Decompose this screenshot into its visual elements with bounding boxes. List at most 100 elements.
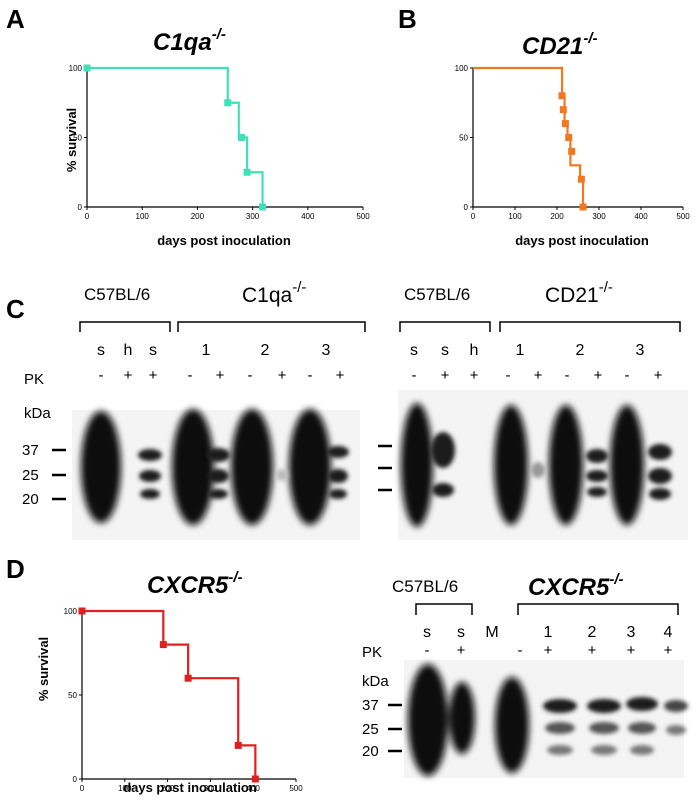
chart-d-xtick-label: 400: [247, 784, 261, 793]
chart-b-xtick-label: 0: [471, 212, 476, 221]
blot-c-right-lane-label: h: [470, 342, 479, 359]
blot-c-left-group2: C1qa-/-: [242, 279, 306, 307]
blot-d-pk-label: PK: [362, 644, 382, 661]
chart-a-ytick-label: 50: [73, 134, 82, 143]
panel-label-d: D: [6, 554, 25, 584]
chart-a-xtick-label: 100: [136, 212, 150, 221]
chart-a-title: C1qa-/-: [153, 26, 226, 56]
chart-a-xlabel: days post inoculation: [157, 233, 291, 248]
blot-c-right-pk-sign: -: [625, 367, 630, 384]
chart-d-ytick-label: 0: [73, 775, 78, 784]
blot-c-right-lane-labels: s s h 1 2 3: [410, 342, 645, 359]
blot-c-left-pk-sign: +: [278, 367, 287, 384]
bracket-c-left-wt: [79, 321, 171, 332]
blot-c-left-group1: C57BL/6: [84, 285, 150, 304]
chart-a-ytick-label: 0: [78, 203, 83, 212]
blot-c-right-pk-sign: -: [506, 367, 511, 384]
chart-b-ytick-label: 50: [459, 134, 468, 143]
chart-a-xtick-label: 0: [85, 212, 90, 221]
blot-c-right-pk-sign: +: [594, 367, 603, 384]
chart-d-data-point: [184, 674, 192, 682]
survival-chart-c1qa: 0 100 200 300 400 500 0 50 100: [69, 64, 371, 221]
blot-c-right-pk-sign: +: [441, 367, 450, 384]
chart-d-ylabel: % survival: [36, 637, 51, 701]
blot-c-right-image: [398, 390, 688, 540]
chart-b-data-point: [559, 106, 567, 114]
blot-c-left-lane-label: s: [149, 342, 157, 359]
blot-c-left-lane-label: 1: [202, 342, 211, 359]
chart-a-xtick-label: 300: [246, 212, 260, 221]
chart-b-xtick-label: 200: [550, 212, 564, 221]
blot-c-marker-37: 37: [22, 442, 39, 459]
chart-d-ytick-label: 100: [64, 607, 78, 616]
blot-c-right-lane-label: 3: [636, 342, 645, 359]
chart-d-ytick-label: 50: [68, 691, 77, 700]
chart-b-xtick-label: 100: [508, 212, 522, 221]
bracket-c-left-ko: [177, 321, 366, 332]
chart-b-ytick-label: 100: [455, 64, 469, 73]
chart-a-data-point: [259, 203, 267, 211]
blot-c-left-lane-label: h: [124, 342, 133, 359]
blot-c-left-pk-row: - + + - + - + - +: [99, 367, 345, 384]
panel-label-a: A: [6, 4, 25, 34]
survival-chart-cd21: 0 100 200 300 400 500 0 50 100: [455, 64, 691, 221]
chart-b-xtick-label: 400: [634, 212, 648, 221]
bracket-d-ko: [517, 603, 679, 615]
chart-d-data-point: [159, 641, 167, 649]
blot-c-right-pk-sign: -: [565, 367, 570, 384]
chart-b-data-point: [579, 203, 587, 211]
blot-d-lane-label: 3: [627, 624, 636, 641]
chart-b-xtick-label: 300: [592, 212, 606, 221]
chart-b-xtick-label: 500: [676, 212, 690, 221]
chart-b-data-point: [565, 134, 573, 141]
blot-d-pk-sign: +: [457, 642, 466, 659]
blot-d-group1: C57BL/6: [392, 577, 458, 596]
chart-b-xlabel: days post inoculation: [515, 233, 649, 248]
blot-c-left-lane-label: 3: [322, 342, 331, 359]
chart-a-xtick-label: 400: [301, 212, 315, 221]
chart-b-ytick-label: 0: [464, 203, 469, 212]
blot-d-pk-sign: -: [518, 642, 523, 659]
blot-c-right-lane-label: s: [441, 342, 449, 359]
blot-c-right-lane-label: s: [410, 342, 418, 359]
chart-a-survival-line: [87, 66, 264, 207]
chart-a-data-point: [83, 64, 91, 72]
chart-a-data-point: [238, 134, 246, 141]
blot-d-pk-sign: +: [588, 642, 597, 659]
blot-c-left-lane-label: s: [97, 342, 105, 359]
blot-c-right-pk-row: - + + - + - + - +: [412, 367, 663, 384]
blot-d-lane-label: M: [485, 624, 498, 641]
chart-b-title: CD21-/-: [522, 30, 598, 60]
bracket-d-wt: [415, 603, 473, 615]
chart-a-data-point: [243, 168, 251, 176]
blot-d-pk-sign: -: [425, 642, 430, 659]
chart-d-survival-line: [82, 609, 257, 779]
blot-c-marker-20: 20: [22, 491, 39, 508]
blot-c-right-pk-sign: +: [534, 367, 543, 384]
blot-c-left-pk-sign: -: [308, 367, 313, 384]
blot-d-marker-25: 25: [362, 721, 379, 738]
bracket-c-right-wt: [399, 321, 491, 332]
chart-b-data-point: [568, 147, 576, 155]
chart-d-xtick-label: 500: [289, 784, 303, 793]
blot-c-right-lane-label: 1: [516, 342, 525, 359]
chart-d-data-point: [78, 607, 86, 615]
blot-c-left-pk-sign: +: [124, 367, 133, 384]
blot-d-lane-labels: s s M 1 2 3 4: [423, 624, 673, 641]
blot-d-lane-label: s: [423, 624, 431, 641]
blot-c-right-group2: CD21-/-: [545, 279, 613, 307]
blot-d-marker-37: 37: [362, 697, 379, 714]
blot-d-lane-label: 4: [664, 624, 673, 641]
blot-c-left-pk-sign: -: [188, 367, 193, 384]
panel-label-c: C: [6, 294, 25, 324]
blot-d-pk-sign: +: [664, 642, 673, 659]
survival-chart-cxcr5: 0 100 200 300 400 500 0 50 100: [64, 607, 304, 793]
blot-d-image: [404, 660, 688, 778]
bracket-c-right-ko: [499, 321, 681, 332]
blot-c-marker-25: 25: [22, 467, 39, 484]
blot-c-right-pk-sign: -: [412, 367, 417, 384]
chart-d-xtick-label: 100: [118, 784, 132, 793]
chart-a-xtick-label: 500: [356, 212, 370, 221]
chart-d-xlabel: days post inoculation: [123, 780, 257, 795]
